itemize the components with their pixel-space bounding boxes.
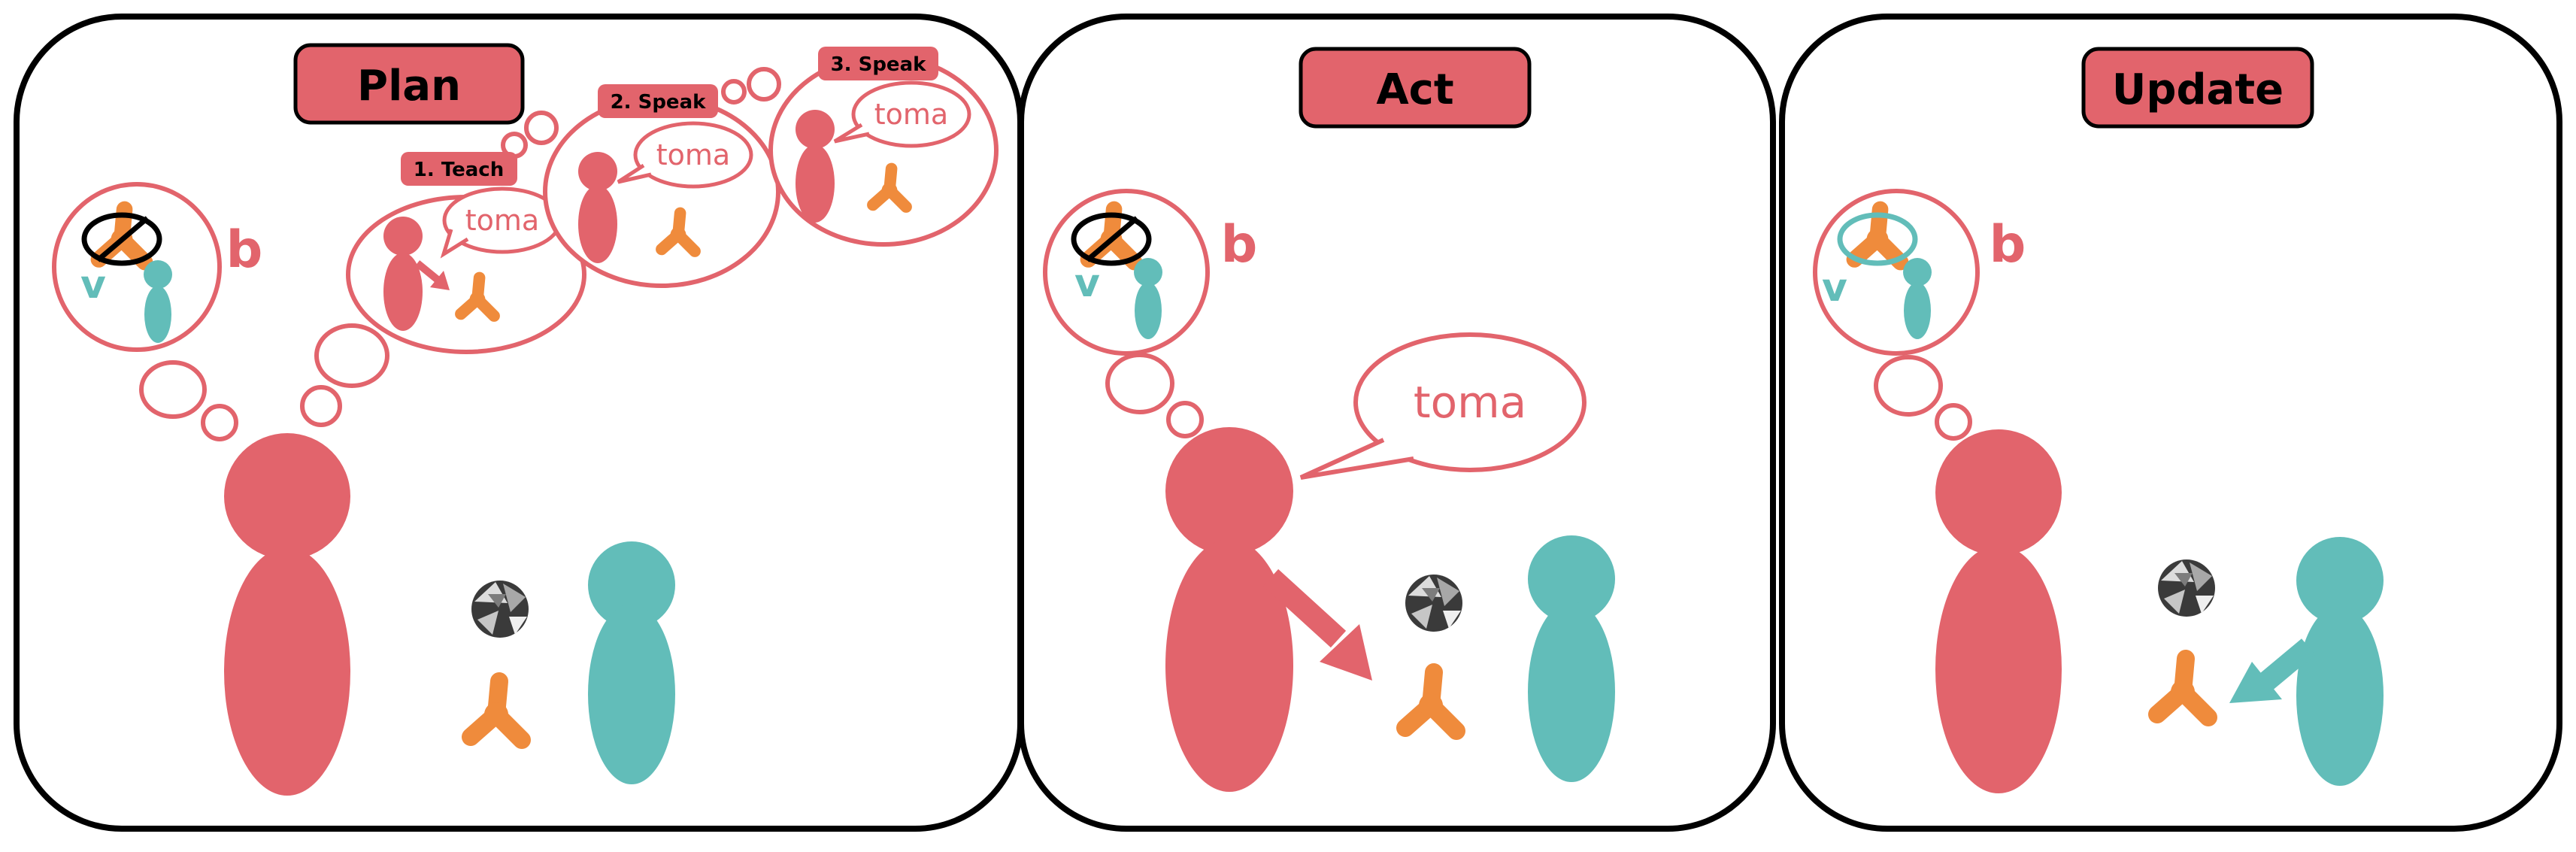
step-1-label: 1. Teach: [414, 159, 504, 181]
plan-step-1: 1. Teach toma: [346, 152, 586, 354]
act-belief-label: b: [1221, 215, 1258, 274]
learner-body: [588, 604, 675, 784]
step-1-word: toma: [465, 204, 539, 237]
update-teacher-body: [1935, 545, 2062, 793]
update-belief-label: b: [1990, 215, 2026, 274]
update-belief-bubble: v: [1813, 189, 1980, 356]
act-title-box: [1299, 47, 1532, 129]
update-teacher-head: [1935, 429, 2062, 556]
update-title-box: [2081, 47, 2314, 129]
update-agent-label: v: [1822, 265, 1847, 311]
panel-plan: Plan v b 1. Teach: [14, 14, 1023, 832]
act-belief-bubble: v: [1043, 189, 1210, 356]
plan-step-3: 3. Speak toma: [768, 47, 999, 247]
plan-step-2: 2. Speak toma: [543, 84, 780, 288]
pointing-arrow-icon: [2229, 662, 2282, 703]
update-arm: [2256, 638, 2315, 693]
act-thought-trail: [1105, 353, 1204, 438]
act-learner-body: [1528, 602, 1615, 782]
act-arm: [1262, 569, 1347, 648]
plan-belief-label: b: [226, 220, 263, 280]
act-teacher-head: [1165, 427, 1293, 555]
teacher-body: [224, 547, 350, 796]
panel-update: Update v b: [1779, 14, 2562, 832]
step-2-label: 2. Speak: [611, 91, 707, 114]
act-title: Act: [1376, 65, 1453, 114]
update-learner-head: [2296, 537, 2384, 624]
plan-belief-bubble: v: [52, 182, 222, 352]
act-teacher-body: [1165, 539, 1293, 792]
act-speech-word: toma: [1414, 377, 1526, 428]
teacher-head: [224, 433, 350, 559]
step-2-word: toma: [656, 138, 730, 171]
act-speech-bubble: toma: [1299, 332, 1587, 480]
step-3-label: 3. Speak: [831, 53, 927, 76]
gray-toy-icon: [471, 581, 529, 638]
plan-title-box: [293, 43, 525, 125]
update-title: Update: [2112, 65, 2284, 114]
plan-agent-label: v: [80, 262, 106, 308]
learner-head: [588, 541, 675, 629]
update-learner-body: [2296, 605, 2384, 786]
gray-toy-icon: [1405, 575, 1462, 632]
pointing-arrow-icon: [1320, 624, 1372, 681]
panel-act: Act v b toma: [1018, 14, 1776, 832]
plan-title: Plan: [357, 62, 461, 111]
update-thought-trail: [1874, 355, 1972, 441]
plan-thought-trail: [139, 67, 781, 441]
step-3-word: toma: [874, 98, 948, 131]
act-agent-label: v: [1074, 261, 1100, 306]
act-learner-head: [1528, 535, 1615, 623]
gray-toy-icon: [2158, 559, 2215, 617]
pointing-arrow-icon: [430, 271, 450, 290]
